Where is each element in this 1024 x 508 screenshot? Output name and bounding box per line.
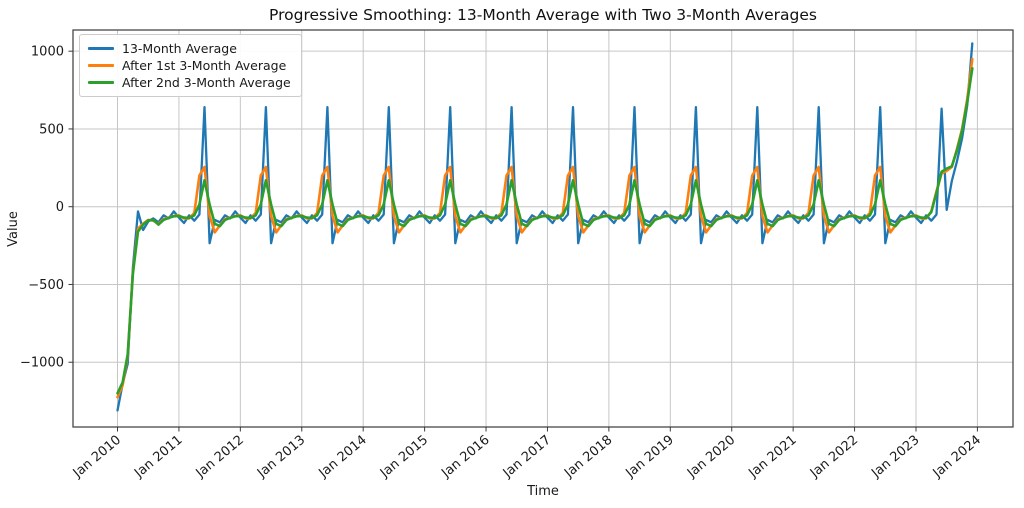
y-tick-label: 0 [56, 200, 64, 215]
x-tick-label: Jan 2012 [193, 433, 247, 482]
legend-line-swatch [88, 47, 114, 50]
y-axis-label: Value [6, 211, 21, 247]
x-tick-label: Jan 2018 [561, 433, 615, 482]
x-axis-label: Time [527, 484, 559, 499]
x-tick-label: Jan 2011 [131, 433, 185, 482]
series-line-13-month-average [116, 42, 974, 412]
chart-title: Progressive Smoothing: 13-Month Average … [269, 6, 817, 24]
x-tick-label: Jan 2015 [377, 433, 431, 482]
y-tick-label: 500 [39, 122, 64, 137]
series-line-after-2nd-3-month-average [116, 67, 974, 395]
legend-item: After 2nd 3-Month Average [88, 74, 291, 91]
x-tick-label: Jan 2021 [745, 433, 799, 482]
legend: 13-Month Average After 1st 3-Month Avera… [79, 34, 302, 97]
x-tick-label: Jan 2013 [254, 433, 308, 482]
legend-item-label: 13-Month Average [122, 41, 237, 56]
legend-item: 13-Month Average [88, 40, 291, 57]
y-tick-label: −500 [28, 278, 64, 293]
x-tick-label: Jan 2024 [930, 433, 984, 482]
legend-line-swatch [88, 81, 114, 84]
axes-spines [72, 29, 1014, 428]
x-tick-label: Jan 2014 [315, 433, 369, 482]
x-tick-label: Jan 2022 [807, 433, 861, 482]
x-tick-label: Jan 2023 [868, 433, 922, 482]
x-tick-label: Jan 2017 [500, 433, 554, 482]
x-tick-label: Jan 2019 [623, 433, 677, 482]
legend-line-swatch [88, 64, 114, 67]
y-tick-label: 1000 [31, 45, 64, 60]
x-tick-label: Jan 2010 [70, 433, 124, 482]
x-tick-label: Jan 2020 [684, 433, 738, 482]
series-line-after-1st-3-month-average [116, 57, 974, 399]
legend-item-label: After 2nd 3-Month Average [122, 75, 291, 90]
x-tick-label: Jan 2016 [438, 433, 492, 482]
legend-item: After 1st 3-Month Average [88, 57, 291, 74]
legend-item-label: After 1st 3-Month Average [122, 58, 287, 73]
y-tick-label: −1000 [20, 356, 64, 371]
